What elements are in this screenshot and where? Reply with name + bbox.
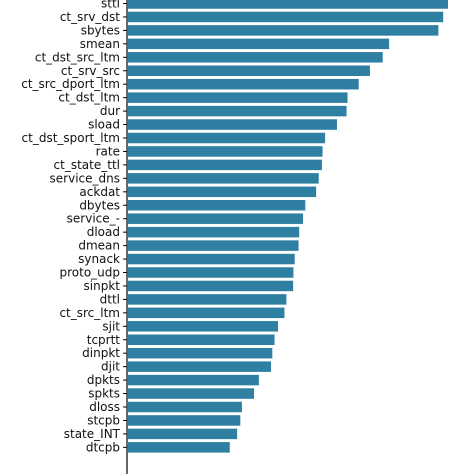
bar-stcpb [128, 415, 241, 426]
bar-dinpkt [128, 347, 273, 359]
bar-ct_dst_sport_ltm [128, 132, 326, 144]
bar-ct_srv_dst [128, 11, 444, 23]
tick-label-dloss: dloss [89, 400, 120, 414]
tick-label-sjit: sjit [102, 319, 120, 333]
tick-label-ct_state_ttl: ct_state_ttl [54, 158, 120, 172]
tick-label-dtcpb: dtcpb [86, 440, 120, 454]
bar-ct_dst_src_ltm [128, 52, 383, 63]
bar-sbytes [128, 25, 439, 36]
tick-label-ct_dst_ltm: ct_dst_ltm [58, 91, 120, 105]
bar-service_dns [128, 173, 319, 184]
tick-label-dload: dload [87, 225, 120, 239]
bar-dpkts [128, 374, 259, 386]
bar-dur [128, 105, 347, 117]
tick-label-dmean: dmean [78, 239, 120, 253]
bars-group [128, 0, 448, 453]
tick-label-ct_dst_sport_ltm: ct_dst_sport_ltm [22, 131, 120, 145]
bar-dbytes [128, 200, 306, 211]
tick-label-rate: rate [96, 144, 120, 158]
bar-sttl [128, 0, 448, 9]
bar-dmean [128, 240, 299, 251]
bar-sload [128, 119, 337, 130]
bar-dttl [128, 294, 287, 305]
bar-dtcpb [128, 442, 230, 453]
bar-spkts [128, 388, 255, 399]
bar-ct_src_ltm [128, 307, 285, 319]
tick-label-ct_dst_src_ltm: ct_dst_src_ltm [35, 50, 120, 64]
tick-label-proto_udp: proto_udp [59, 266, 120, 280]
bar-ct_state_ttl [128, 159, 322, 171]
bar-tcprtt [128, 334, 275, 345]
tick-label-synack: synack [78, 252, 120, 266]
tick-label-dpkts: dpkts [87, 373, 120, 387]
tick-label-spkts: spkts [88, 387, 120, 401]
tick-label-dttl: dttl [100, 292, 120, 306]
bar-state_INT [128, 428, 238, 440]
tick-label-sinpkt: sinpkt [84, 279, 121, 293]
bar-ct_src_dport_ltm [128, 78, 359, 90]
bar-ct_dst_ltm [128, 92, 348, 103]
tick-label-dbytes: dbytes [79, 198, 120, 212]
tick-label-ct_srv_src: ct_srv_src [61, 64, 120, 78]
bar-rate [128, 146, 323, 157]
tick-label-dinpkt: dinpkt [82, 346, 120, 360]
tick-label-sttl: sttl [101, 0, 120, 11]
bar-ackdat [128, 186, 317, 198]
tick-label-ct_srv_dst: ct_srv_dst [60, 10, 120, 24]
tick-label-ct_src_dport_ltm: ct_src_dport_ltm [21, 77, 120, 91]
bar-synack [128, 253, 295, 265]
bar-sinpkt [128, 280, 294, 292]
bar-service_- [128, 213, 304, 224]
tick-label-djit: djit [101, 360, 120, 374]
tick-labels-group: sttlct_srv_dstsbytessmeanct_dst_src_ltmc… [21, 0, 127, 454]
bar-dload [128, 226, 300, 238]
tick-label-ct_src_ltm: ct_src_ltm [59, 306, 120, 320]
tick-label-state_INT: state_INT [64, 427, 121, 441]
tick-label-sload: sload [88, 118, 120, 132]
tick-label-service_dns: service_dns [50, 171, 120, 185]
tick-label-stcpb: stcpb [87, 413, 120, 427]
tick-label-ackdat: ackdat [79, 185, 120, 199]
tick-label-sbytes: sbytes [81, 23, 120, 37]
bar-sjit [128, 321, 279, 332]
bar-proto_udp [128, 267, 294, 278]
tick-label-dur: dur [100, 104, 120, 118]
tick-label-service_-: service_- [67, 212, 120, 226]
bar-ct_srv_src [128, 65, 370, 76]
tick-label-tcprtt: tcprtt [87, 333, 121, 347]
tick-label-smean: smean [80, 37, 120, 51]
bar-dloss [128, 401, 242, 413]
bar-smean [128, 38, 390, 50]
bar-djit [128, 361, 272, 372]
